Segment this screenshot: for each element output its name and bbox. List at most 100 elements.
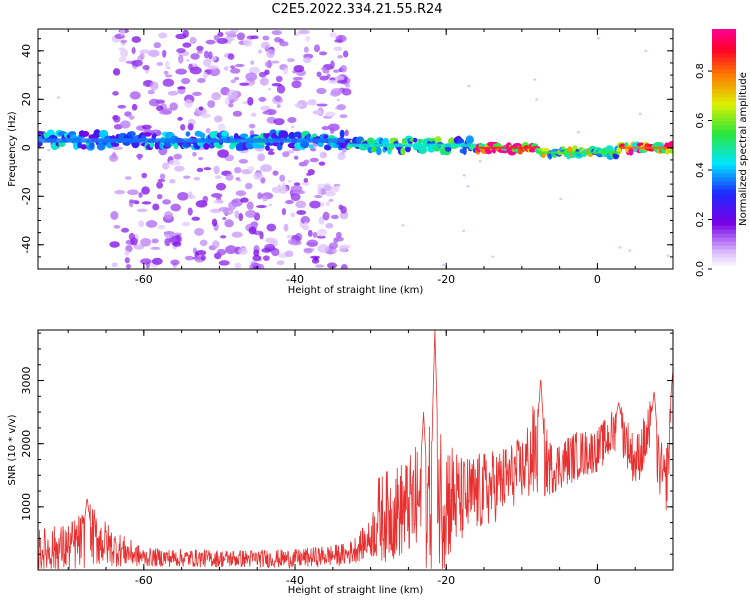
noise-cell xyxy=(329,127,335,134)
colorbar-segment xyxy=(712,229,736,234)
noise-cell xyxy=(533,78,537,81)
noise-cell xyxy=(287,116,297,123)
noise-cell xyxy=(287,238,297,245)
y-axis-label: SNR (10 * v/v) xyxy=(7,414,18,485)
colorbar-segment xyxy=(712,257,736,262)
noise-cell xyxy=(211,218,218,227)
noise-cell xyxy=(288,180,292,183)
noise-cell xyxy=(309,157,319,163)
noise-cell xyxy=(203,50,209,59)
y-tick-label: 1000 xyxy=(20,493,33,521)
noise-cell xyxy=(316,87,327,95)
noise-cell xyxy=(253,172,264,180)
noise-cell xyxy=(215,182,227,191)
noise-cell xyxy=(618,246,622,249)
colorbar-segment xyxy=(712,225,736,230)
colorbar-segment xyxy=(712,217,736,222)
noise-cell xyxy=(188,63,193,71)
noise-cell xyxy=(285,199,294,205)
colorbar-segment xyxy=(712,105,736,110)
noise-cell xyxy=(344,83,351,88)
noise-cell xyxy=(184,255,194,261)
noise-cell xyxy=(222,216,227,221)
noise-cell xyxy=(156,181,164,189)
noise-cell xyxy=(306,239,319,248)
signal-cell xyxy=(339,129,345,139)
noise-cell xyxy=(317,244,330,253)
noise-cell xyxy=(235,190,247,197)
noise-cell xyxy=(301,181,310,186)
colorbar-tick-label: 0.4 xyxy=(695,162,706,178)
x-axis-label: Height of straight line (km) xyxy=(288,585,424,596)
noise-cell xyxy=(305,35,311,42)
noise-cell xyxy=(334,39,343,43)
noise-cell xyxy=(151,238,159,244)
noise-cell xyxy=(334,185,340,192)
noise-cell xyxy=(234,63,245,68)
noise-cell xyxy=(258,97,267,102)
noise-cell xyxy=(164,74,173,78)
noise-cell xyxy=(156,193,163,200)
colorbar-segment xyxy=(712,185,736,190)
noise-cell xyxy=(211,208,219,213)
noise-cell xyxy=(243,38,253,47)
signal-cell xyxy=(665,148,670,155)
noise-cell xyxy=(333,69,340,73)
colorbar-segment xyxy=(712,157,736,162)
signal-cell xyxy=(400,147,406,156)
noise-cell xyxy=(336,79,348,84)
noise-cell xyxy=(248,226,257,235)
noise-cell xyxy=(290,212,296,218)
noise-cell xyxy=(337,152,346,161)
noise-cell xyxy=(303,177,309,183)
noise-cell xyxy=(131,36,141,43)
noise-cell xyxy=(234,210,240,219)
noise-cell xyxy=(212,240,220,249)
colorbar-tick-label: 0.8 xyxy=(695,63,706,79)
noise-cell xyxy=(151,257,163,265)
noise-cell xyxy=(252,254,262,262)
noise-cell xyxy=(198,156,204,161)
noise-cell xyxy=(112,91,119,96)
noise-cell xyxy=(120,120,131,129)
noise-cell xyxy=(628,249,632,252)
noise-cell xyxy=(340,65,347,73)
colorbar-segment xyxy=(712,237,736,242)
noise-cell xyxy=(274,95,282,102)
colorbar-segment xyxy=(712,201,736,206)
colorbar-segment xyxy=(712,141,736,146)
colorbar-segment xyxy=(712,161,736,166)
noise-cell xyxy=(277,184,281,187)
noise-cell xyxy=(279,41,289,47)
colorbar-segment xyxy=(712,49,736,54)
noise-cell xyxy=(276,84,286,94)
noise-cell xyxy=(442,263,446,267)
noise-cell xyxy=(142,84,146,87)
noise-cell xyxy=(262,196,268,202)
colorbar-segment xyxy=(712,101,736,106)
colorbar-segment xyxy=(712,181,736,186)
noise-cell xyxy=(267,88,271,91)
colorbar-segment xyxy=(712,113,736,118)
signal-cell xyxy=(93,129,101,139)
noise-cell xyxy=(248,123,256,129)
noise-cell xyxy=(245,209,257,218)
colorbar-segment xyxy=(712,85,736,90)
noise-cell xyxy=(157,224,165,230)
colorbar-segment xyxy=(712,149,736,154)
signal-cell xyxy=(376,147,382,156)
noise-cell xyxy=(246,201,254,210)
colorbar-segment xyxy=(712,109,736,114)
noise-cell xyxy=(238,212,244,222)
noise-cell xyxy=(462,229,466,233)
noise-cell xyxy=(213,165,220,175)
noise-cell xyxy=(339,114,348,119)
y-axis-label: Frequency (Hz) xyxy=(7,111,18,187)
noise-cell xyxy=(290,185,303,193)
noise-cell xyxy=(259,77,269,86)
noise-cell xyxy=(466,184,470,188)
colorbar-segment xyxy=(712,197,736,202)
noise-cell xyxy=(111,262,118,268)
noise-cell xyxy=(170,259,180,266)
signal-cell xyxy=(308,144,314,149)
